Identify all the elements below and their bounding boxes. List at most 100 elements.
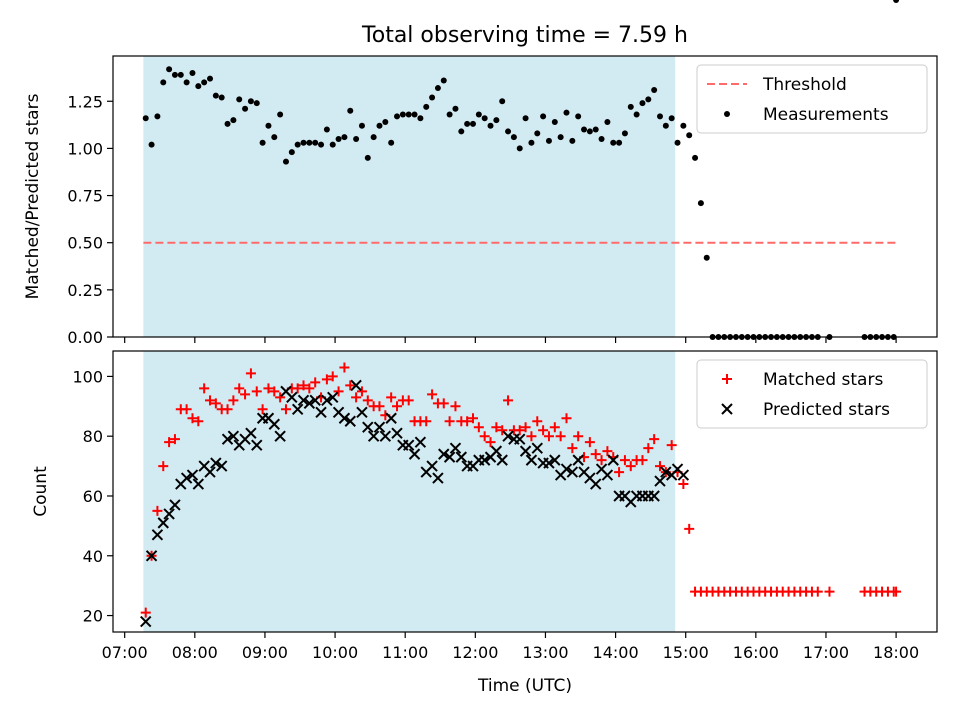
matched-star-point: [362, 395, 373, 406]
matched-star-point: [386, 392, 397, 403]
predicted-star-point: [251, 439, 263, 451]
x-tick-label: 08:00: [172, 643, 218, 662]
matched-star-point: [549, 422, 560, 433]
y-tick-label: 0.00: [67, 328, 103, 347]
measurement-point: [236, 96, 243, 103]
measurement-point: [201, 79, 208, 86]
predicted-star-point: [321, 394, 333, 407]
measurement-point: [335, 135, 342, 142]
matched-star-point: [614, 467, 625, 478]
predicted-star-point: [531, 442, 543, 454]
matched-star-point: [491, 422, 502, 433]
measurement-point: [271, 134, 278, 141]
matched-star-point: [210, 398, 221, 409]
matched-star-point: [356, 386, 367, 397]
predicted-star-point: [408, 448, 421, 460]
x-tick-label: 16:00: [733, 643, 779, 662]
matched-star-point: [234, 383, 245, 394]
matched-star-point: [561, 413, 572, 424]
measurement-point: [399, 111, 406, 118]
predicted-star-point: [502, 430, 514, 442]
measurement-point: [581, 126, 588, 133]
matched-star-point: [240, 389, 251, 400]
matched-star-point: [649, 434, 660, 445]
matched-star-point: [152, 505, 163, 516]
matched-star-point: [666, 440, 677, 451]
measurement-point: [668, 115, 675, 122]
measurement-point: [464, 120, 471, 127]
matched-star-point: [467, 413, 478, 424]
matched-star-point: [543, 431, 554, 442]
matched-star-point: [684, 523, 695, 534]
matched-star-point: [497, 425, 508, 436]
matched-star-point: [269, 386, 280, 397]
matched-star-point: [333, 386, 344, 397]
predicted-star-point: [677, 469, 690, 481]
matched-star-point: [555, 431, 566, 442]
measurement-point: [639, 100, 646, 107]
measurement-point: [557, 134, 564, 141]
predicted-star-point: [572, 454, 584, 466]
measurement-point: [662, 122, 669, 129]
predicted-star-point: [490, 445, 503, 457]
predicted-star-point: [215, 460, 228, 472]
x-tick-label: 12:00: [452, 643, 498, 662]
legend-label: Predicted stars: [763, 400, 890, 420]
matched-star-point: [596, 455, 607, 466]
x-tick-label: 17:00: [803, 643, 849, 662]
x-axis-label: Time (UTC): [477, 676, 572, 696]
matched-star-point: [321, 374, 332, 385]
legend-label: Measurements: [763, 105, 889, 125]
measurement-point: [493, 117, 500, 124]
measurement-point: [341, 134, 348, 141]
measurement-point: [417, 115, 424, 122]
predicted-star-point: [303, 397, 316, 410]
matched-star-point: [292, 383, 303, 394]
x-tick-label: 11:00: [382, 643, 428, 662]
measurement-point: [300, 139, 307, 146]
predicted-star-point: [391, 427, 403, 439]
measurement-point: [686, 132, 693, 139]
measurement-point: [224, 120, 231, 127]
matched-star-point: [450, 401, 461, 412]
bottom-panel: 20 40 60 80 100 07:00 08:00 09:00 10:00 11:00 12:0…: [31, 350, 938, 662]
matched-star-point: [678, 479, 689, 490]
y-tick-label: 80: [83, 427, 103, 446]
predicted-star-point: [367, 430, 380, 442]
measurement-point: [692, 154, 699, 161]
matched-star-point: [584, 437, 595, 448]
x-tick-label: 15:00: [663, 643, 709, 662]
matched-star-point: [140, 607, 151, 618]
matched-star-point: [637, 455, 648, 466]
x-tick-label: 14:00: [593, 643, 639, 662]
matched-star-point: [205, 395, 216, 406]
measurement-point: [528, 139, 535, 146]
measurement-point: [207, 75, 214, 82]
matched-star-point: [374, 401, 385, 412]
matched-star-point: [532, 416, 543, 427]
predicted-star-point: [654, 475, 666, 487]
matched-star-point: [187, 413, 198, 424]
predicted-star-point: [350, 379, 362, 392]
measurement-point: [265, 122, 272, 129]
measurement-point: [253, 100, 260, 107]
measurement-point: [394, 113, 401, 120]
measurement-point: [376, 122, 383, 129]
predicted-star-point: [648, 490, 660, 502]
measurement-point: [656, 113, 663, 120]
measurement-point: [353, 135, 360, 142]
measurement-point: [505, 128, 512, 135]
y-tick-label: 1.25: [67, 92, 103, 111]
measurement-point: [288, 149, 295, 156]
matched-star-point: [298, 380, 309, 391]
measurement-point: [510, 134, 517, 141]
predicted-star-point: [356, 406, 368, 418]
measurement-point: [242, 105, 249, 112]
measurement-point: [230, 117, 237, 124]
predicted-star-point: [496, 454, 508, 466]
measurement-point: [364, 154, 371, 161]
matched-star-point: [351, 392, 362, 403]
legend-predicted-handle: [721, 403, 733, 415]
measurement-point: [247, 98, 254, 105]
